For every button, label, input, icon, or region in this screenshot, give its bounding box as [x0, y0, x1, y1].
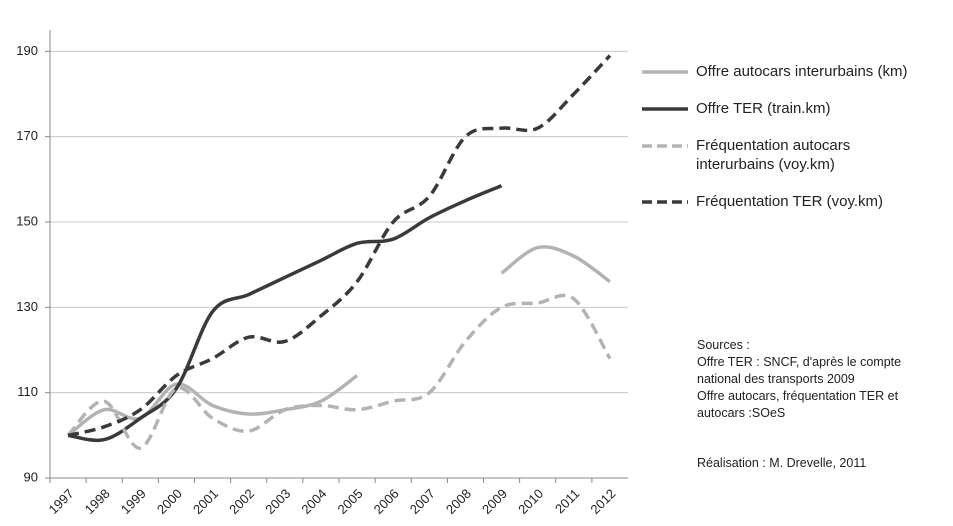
y-tick-label: 110 [17, 384, 38, 399]
legend-entry: Offre autocars interurbains (km) [640, 62, 950, 81]
legend-swatch [642, 70, 688, 74]
x-tick-label: 2009 [479, 486, 510, 517]
legend-label: Offre autocars interurbains (km) [696, 63, 908, 80]
legend-label: Fréquentation autocars interurbains (voy… [696, 137, 851, 173]
x-tick-label: 2004 [298, 486, 329, 517]
x-tick-label: 2003 [262, 486, 293, 517]
legend-swatch [642, 200, 688, 204]
legend-label: Fréquentation TER (voy.km) [696, 193, 884, 210]
legend-entry: Fréquentation TER (voy.km) [640, 192, 950, 211]
series-line [67, 54, 612, 438]
series-line [66, 245, 611, 437]
x-tick-label: 2005 [335, 486, 366, 517]
legend-entry: Fréquentation autocars interurbains (voy… [640, 136, 950, 174]
x-tick-label: 2002 [226, 486, 257, 517]
y-tick-label: 150 [16, 213, 38, 228]
x-tick-label: 1999 [118, 486, 149, 517]
x-tick-label: 2001 [190, 486, 221, 517]
y-tick-label: 130 [16, 299, 38, 314]
y-tick-label: 170 [16, 128, 38, 143]
x-tick-label: 2012 [587, 486, 618, 517]
legend-label: Offre TER (train.km) [696, 100, 831, 117]
y-tick-label: 90 [24, 469, 38, 484]
series-line [67, 184, 503, 443]
x-tick-label: 2010 [515, 486, 546, 517]
x-tick-label: 2000 [154, 486, 185, 517]
x-tick-label: 1998 [82, 486, 113, 517]
x-tick-label: 2008 [443, 486, 474, 517]
legend: Offre autocars interurbains (km) Offre TE… [640, 62, 950, 229]
x-tick-label: 2006 [371, 486, 402, 517]
series-line [66, 293, 612, 450]
x-tick-label: 2011 [552, 486, 582, 516]
sources-note: Sources : Offre TER : SNCF, d'après le c… [697, 338, 902, 420]
legend-swatch [642, 144, 688, 148]
y-tick-label: 190 [16, 43, 38, 58]
x-tick-label: 2007 [407, 486, 438, 517]
legend-swatch [642, 107, 688, 111]
credit-note: Réalisation : M. Drevelle, 2011 [697, 456, 867, 470]
x-tick-label: 1997 [46, 486, 77, 517]
legend-entry: Offre TER (train.km) [640, 99, 950, 118]
